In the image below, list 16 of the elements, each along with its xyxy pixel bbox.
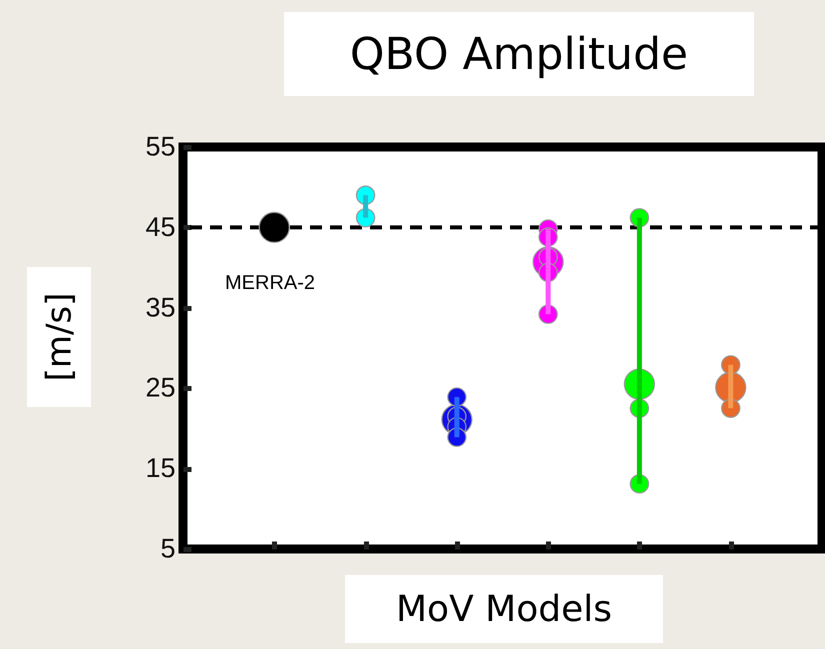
bar xyxy=(636,218,642,484)
bar xyxy=(363,195,368,218)
y-tick-label: 45 xyxy=(145,212,176,242)
y-tick-label: 15 xyxy=(145,453,176,484)
chart-title: QBO Amplitude xyxy=(284,12,754,96)
y-tick-label: 5 xyxy=(160,534,176,564)
y-tick-label: 55 xyxy=(145,132,176,162)
y-axis-title: [m/s] xyxy=(39,292,80,382)
annotation: MERRA-2 xyxy=(225,272,316,294)
y-tick-label: 35 xyxy=(145,292,176,322)
bar xyxy=(728,364,734,408)
x-axis-title: MoV Models xyxy=(345,575,663,643)
bar xyxy=(454,397,460,438)
point xyxy=(258,212,290,243)
y-tick-label: 25 xyxy=(145,372,176,403)
bar xyxy=(546,229,551,314)
